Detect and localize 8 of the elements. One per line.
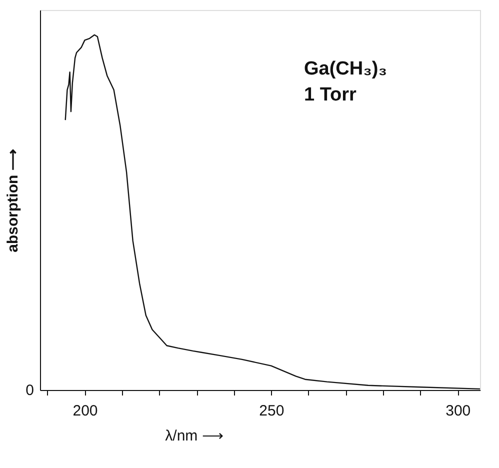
text: 0: [26, 382, 34, 399]
annotation: 1 Torr: [304, 84, 358, 106]
annotation: Ga(CH₃)₃: [304, 58, 388, 80]
x-axis-title: λ/nm ⟶: [165, 428, 224, 444]
y-axis-title: absorption ⟶: [4, 148, 22, 252]
x-tick-label: 200: [72, 402, 98, 420]
x-tick-label: 300: [446, 402, 471, 420]
x-tick-label: 250: [259, 402, 284, 420]
